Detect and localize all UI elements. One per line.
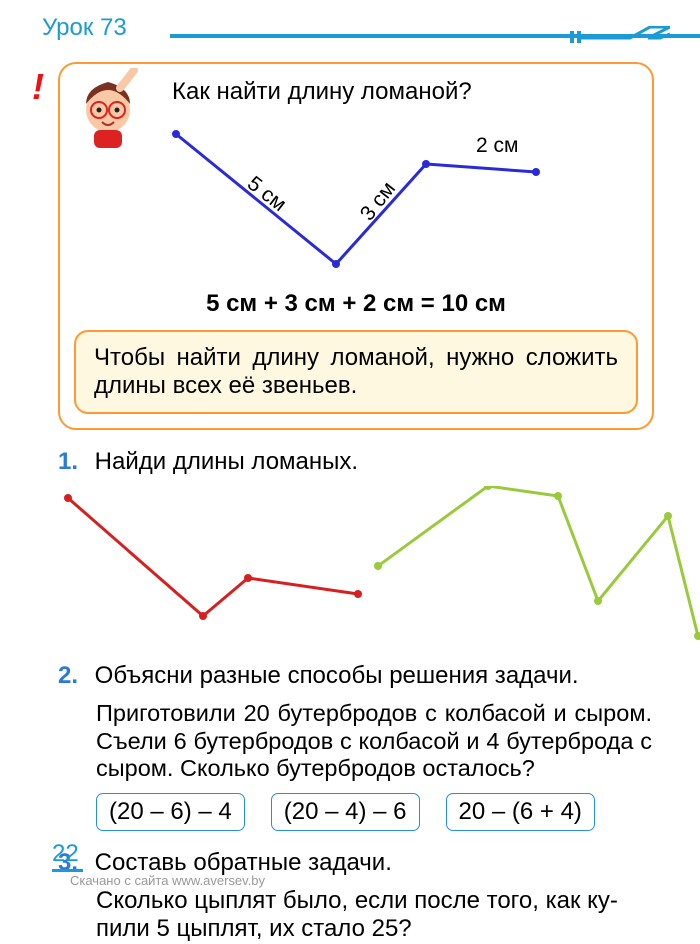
- polyline-diagram: 5 см3 см2 см: [136, 114, 576, 284]
- header-accent-icon: [570, 26, 670, 44]
- equation-text: 5 см + 3 см + 2 см = 10 см: [76, 290, 636, 318]
- page-number: 22: [52, 840, 83, 872]
- tasks-section: 1. Найди длины ломаных. 2. Объясни разны…: [58, 448, 652, 944]
- task-number: 2.: [58, 662, 88, 690]
- boy-illustration: [68, 68, 148, 148]
- task2-body: Приготовили 20 бутербродов с колбасой и …: [96, 700, 652, 783]
- svg-text:2 см: 2 см: [476, 134, 518, 157]
- attention-icon: !: [32, 66, 44, 108]
- rule-box: Чтобы найти длину ломаной, нужно сложить…: [74, 330, 638, 414]
- expression-row: (20 – 6) – 4 (20 – 4) – 6 20 – (6 + 4): [96, 793, 652, 831]
- question-text: Как найти длину ломаной?: [172, 78, 636, 106]
- lesson-box: Как найти длину ломаной? 5 см3 см2 см 5 …: [58, 62, 654, 430]
- lesson-title: Урок 73: [42, 14, 127, 41]
- task1-diagram: [58, 486, 700, 646]
- footer-note: Скачано с сайта www.aversev.by: [70, 873, 265, 888]
- expression-box: 20 – (6 + 4): [446, 793, 595, 831]
- expression-box: (20 – 4) – 6: [271, 793, 420, 831]
- task-title: Объясни разные способы решения задачи.: [95, 662, 579, 689]
- page-header: Урок 73: [0, 0, 700, 52]
- task-title: Найди длины ломаных.: [95, 448, 358, 475]
- expression-box: (20 – 6) – 4: [96, 793, 245, 831]
- task-2: 2. Объясни разные способы решения задачи…: [58, 662, 652, 690]
- task-1: 1. Найди длины ломаных.: [58, 448, 652, 476]
- task-number: 1.: [58, 448, 88, 476]
- task3-body: Сколько цыплят было, если после того, ка…: [96, 887, 652, 944]
